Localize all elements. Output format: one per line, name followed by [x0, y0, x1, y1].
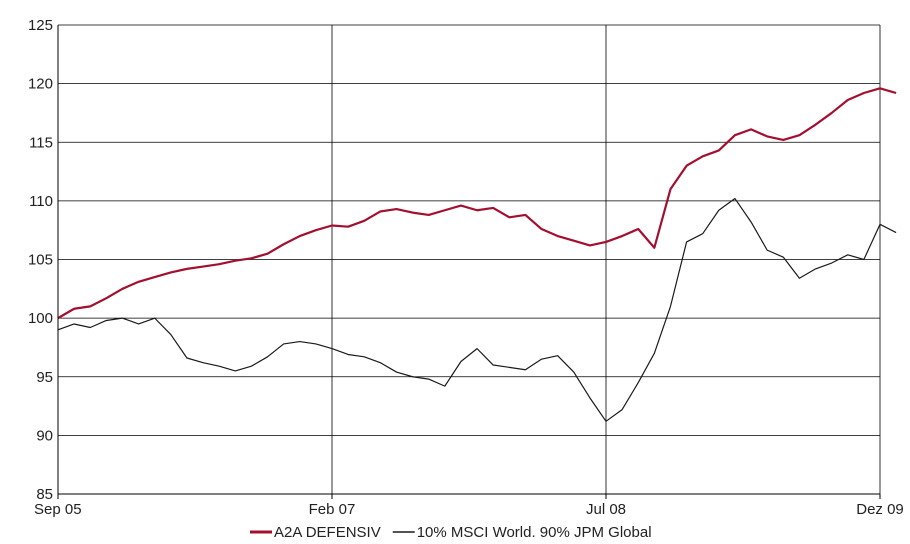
legend: A2A DEFENSIV 10% MSCI World. 90% JPM Glob…	[250, 524, 652, 541]
series-line-a2a-defensiv	[57, 87, 897, 320]
y-tick-label: 120	[28, 76, 53, 93]
y-tick-label: 110	[29, 193, 53, 210]
y-tick-label: 90	[36, 427, 53, 444]
x-tick-label: Jul 08	[586, 501, 626, 518]
y-tick-label: 125	[28, 17, 53, 34]
legend-label: 10% MSCI World. 90% JPM Global	[417, 524, 652, 541]
x-tick-label: Feb 07	[309, 501, 356, 518]
y-tick-label: 105	[28, 252, 53, 269]
y-tick-label: 100	[28, 310, 53, 327]
series-lines	[57, 87, 897, 422]
y-tick-label: 95	[36, 369, 53, 386]
tick-labels: 85 90 95 100 105 110 115 120 125 Sep 05 Feb 07 Jul …	[28, 17, 904, 518]
x-tick-label: Dez 09	[856, 501, 904, 518]
axes	[57, 25, 881, 499]
legend-label: A2A DEFENSIV	[274, 524, 381, 541]
series-line-benchmark	[57, 197, 897, 422]
y-tick-label: 115	[29, 134, 53, 151]
gridlines	[58, 24, 881, 494]
y-tick-label: 85	[36, 486, 53, 503]
x-tick-label: Sep 05	[34, 501, 82, 518]
